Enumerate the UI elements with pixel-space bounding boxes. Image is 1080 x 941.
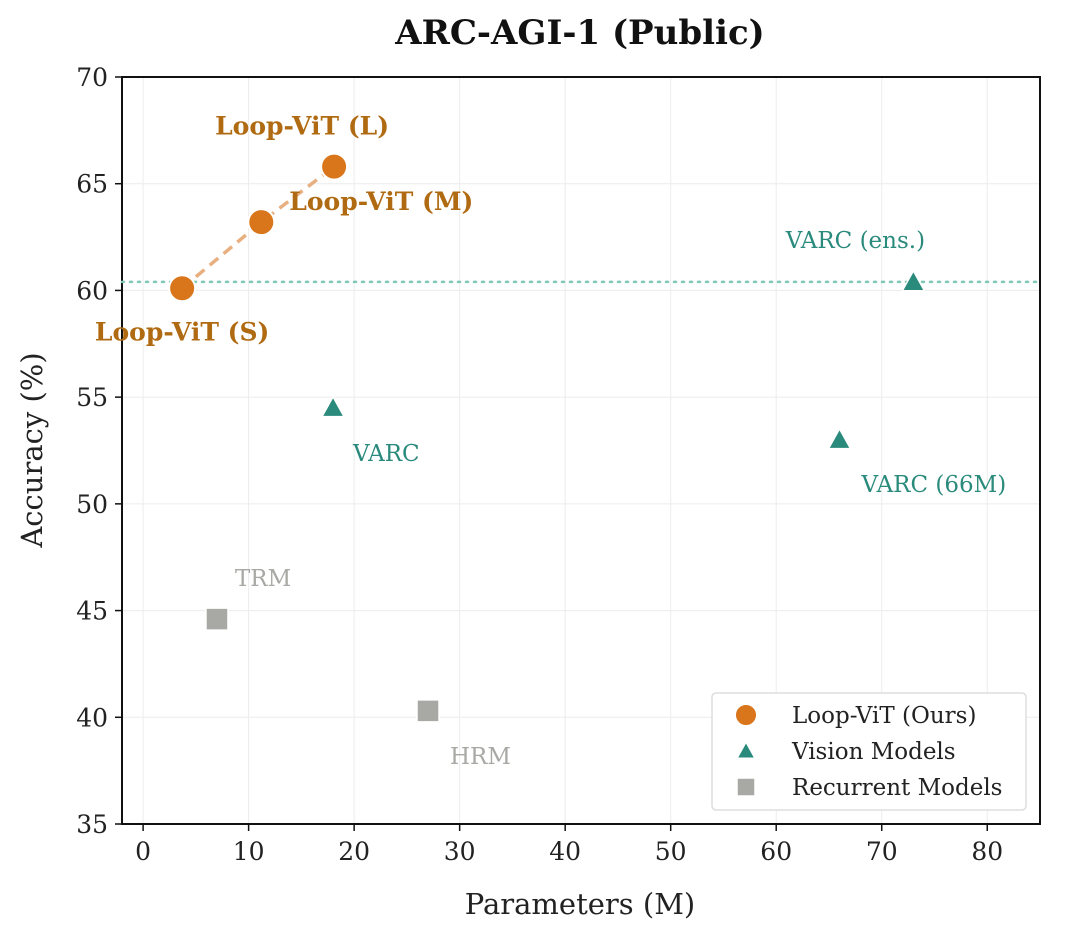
- y-tick-label: 40: [76, 703, 108, 732]
- legend-label: Loop-ViT (Ours): [792, 703, 976, 729]
- data-point-square: [416, 699, 440, 723]
- y-tick-label: 45: [76, 597, 108, 626]
- legend: Loop-ViT (Ours) Vision Models Recurrent Mo…: [711, 692, 1027, 811]
- x-tick-label: 60: [760, 837, 792, 866]
- data-point-circle: [247, 208, 276, 237]
- x-tick-label: 30: [444, 837, 476, 866]
- data-point-triangle: [827, 427, 852, 450]
- x-tick-label: 40: [549, 837, 581, 866]
- data-label: HRM: [450, 744, 511, 770]
- legend-marker-square: [736, 777, 756, 797]
- chart-title: ARC-AGI-1 (Public): [394, 13, 765, 53]
- data-point-circle: [320, 152, 349, 181]
- x-tick-label: 20: [338, 837, 370, 866]
- x-tick-label: 70: [866, 837, 898, 866]
- data-point-square: [205, 607, 229, 631]
- data-point-triangle: [320, 395, 346, 418]
- data-point-circle: [168, 274, 197, 303]
- legend-label: Recurrent Models: [792, 775, 1002, 801]
- legend-label: Vision Models: [791, 739, 956, 765]
- data-label: VARC (66M): [861, 472, 1007, 498]
- y-tick-label: 35: [76, 810, 108, 839]
- series-connector-line: [181, 165, 336, 290]
- x-tick-label: 80: [971, 837, 1003, 866]
- data-label: TRM: [235, 566, 291, 592]
- y-tick-label: 60: [76, 276, 108, 305]
- plot-frame: [121, 76, 1041, 825]
- data-label: VARC: [352, 441, 420, 467]
- x-tick-label: 10: [233, 837, 265, 866]
- legend-marker-circle: [734, 703, 758, 727]
- data-label: Loop-ViT (M): [289, 187, 473, 216]
- y-tick-label: 70: [76, 63, 108, 92]
- plot-area: 0 10 20 30 40 50 60 70 80 35 40 45 50 55 60 65 70 Loop-Vi…: [76, 63, 1042, 866]
- y-tick-label: 65: [76, 170, 108, 199]
- data-label: Loop-ViT (L): [215, 112, 389, 141]
- x-tick-label: 50: [655, 837, 687, 866]
- data-label: Loop-ViT (S): [95, 317, 269, 346]
- x-axis-label: Parameters (M): [465, 887, 695, 921]
- y-axis-label: Accuracy (%): [15, 352, 49, 548]
- data-point-triangle: [901, 269, 926, 292]
- x-tick-label: 0: [135, 837, 151, 866]
- y-tick-label: 55: [76, 383, 108, 412]
- data-label: VARC (ens.): [785, 228, 925, 254]
- legend-marker-triangle: [735, 740, 757, 759]
- y-tick-label: 50: [76, 490, 108, 519]
- legend-box: [711, 692, 1027, 811]
